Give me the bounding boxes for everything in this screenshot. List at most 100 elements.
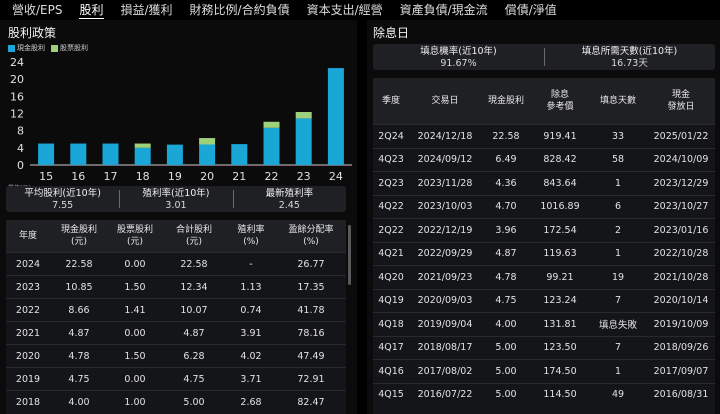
table-cell: 2020/09/03 xyxy=(417,295,473,307)
table-cell: 6 xyxy=(614,201,622,213)
table-cell: 10.85 xyxy=(65,281,93,293)
table-row[interactable]: 4Q21 2022/09/29 4.87 119.63 1 2022/10/28 xyxy=(373,241,715,266)
table-cell: 2.68 xyxy=(240,396,262,408)
table-cell: 58 xyxy=(611,154,625,166)
table-cell: 1.50 xyxy=(124,350,146,362)
table-cell: 4.75 xyxy=(68,373,90,385)
table-row[interactable]: 2018 4.00 1.00 5.00 2.68 82.47 xyxy=(6,390,346,413)
table-cell: 2Q23 xyxy=(378,177,404,189)
table-cell: 919.41 xyxy=(543,130,577,142)
table-cell: 2019/09/04 xyxy=(417,318,473,330)
column-header: 合計股利 (元) xyxy=(175,225,212,247)
table-cell: 17.35 xyxy=(297,281,325,293)
nav-tab[interactable]: 股利 xyxy=(79,2,104,19)
bar-cash-dividend xyxy=(102,143,119,165)
stat-label: 最新殖利率 xyxy=(265,188,314,199)
legend-swatch-stock xyxy=(51,44,58,52)
table-row[interactable]: 4Q18 2019/09/04 4.00 131.81 填息失敗 2019/10/09 xyxy=(373,312,715,336)
table-row[interactable]: 4Q22 2023/10/03 4.70 1016.89 6 2023/10/27 xyxy=(373,194,715,219)
table-cell: 174.50 xyxy=(543,365,577,377)
nav-tab[interactable]: 資產負債/現金流 xyxy=(399,3,488,17)
table-cell: 2018/09/26 xyxy=(653,342,709,354)
table-cell: 4Q15 xyxy=(378,389,404,401)
nav-tab[interactable]: 資本支出/經營 xyxy=(306,3,383,17)
fill-stats-bar: 填息機率(近10年) 91.67% 填息所需天數(近10年) 16.73天 xyxy=(373,44,715,70)
table-cell: 7 xyxy=(614,342,622,354)
table-cell: 1 xyxy=(614,365,622,377)
table-row[interactable]: 2019 4.75 0.00 4.75 3.71 72.91 xyxy=(6,367,346,390)
bar-stock-dividend xyxy=(295,111,312,119)
nav-tab[interactable]: 營收/EPS xyxy=(12,3,63,17)
table-row[interactable]: 2022 8.66 1.41 10.07 0.74 41.78 xyxy=(6,298,346,321)
column-header: 除息 參考價 xyxy=(546,90,574,112)
table-cell: 4Q16 xyxy=(378,365,404,377)
table-cell: 123.50 xyxy=(543,342,577,354)
panel-title: 除息日 xyxy=(373,26,410,40)
table-row[interactable]: 2023 10.85 1.50 12.34 1.13 17.35 xyxy=(6,275,346,298)
dividend-stats-bar: 平均股利(近10年) 7.55 殖利率(近10年) 3.01 最新殖利率 2.4… xyxy=(6,186,346,212)
table-row[interactable]: 4Q23 2024/09/12 6.49 828.42 58 2024/10/09 xyxy=(373,147,715,172)
stat-avg-dividend: 平均股利(近10年) 7.55 xyxy=(6,186,119,212)
x-tick-label: 15 xyxy=(39,170,53,183)
table-cell: 2024 xyxy=(15,258,41,270)
table-cell: 3.91 xyxy=(240,327,262,339)
table-row[interactable]: 4Q17 2018/08/17 5.00 123.50 7 2018/09/26 xyxy=(373,335,715,360)
table-cell: 4.75 xyxy=(495,295,517,307)
x-tick-label: 22 xyxy=(265,170,279,183)
table-cell: 4Q17 xyxy=(378,342,404,354)
table-cell: 6.49 xyxy=(495,154,517,166)
table-row[interactable]: 2021 4.87 0.00 4.87 3.91 78.16 xyxy=(6,321,346,344)
x-tick-label: 16 xyxy=(71,170,85,183)
table-cell: 4.87 xyxy=(183,327,205,339)
table-cell: 22.58 xyxy=(180,258,208,270)
table-row[interactable]: 2Q22 2022/12/19 3.96 172.54 2 2023/01/16 xyxy=(373,218,715,242)
table-row[interactable]: 2Q23 2023/11/28 4.36 843.64 1 2023/12/29 xyxy=(373,171,715,195)
table-cell: 0.00 xyxy=(124,258,146,270)
column-header: 殖利率 (%) xyxy=(237,225,265,247)
table-row[interactable]: 2024 22.58 0.00 22.58 - 26.77 xyxy=(6,252,346,275)
nav-tab[interactable]: 財務比例/合約負債 xyxy=(189,3,290,17)
chart-legend: 現金股利 股票股利 xyxy=(8,43,94,53)
table-cell: 22.58 xyxy=(65,258,93,270)
table-cell: 49 xyxy=(611,389,625,401)
table-cell: - xyxy=(249,258,253,270)
table-row[interactable]: 4Q15 2016/07/22 5.00 114.50 49 2016/08/31 xyxy=(373,382,715,407)
table-cell: 4Q18 xyxy=(378,318,404,330)
scrollbar-thumb[interactable] xyxy=(348,225,351,285)
x-tick-label: 21 xyxy=(232,170,246,183)
table-cell: 0.74 xyxy=(240,304,262,316)
panel-title: 股利政策 xyxy=(8,26,57,40)
table-header: 季度 交易日 現金股利 除息 參考價 填息天數 現金 發放日 xyxy=(373,78,715,124)
stat-value: 7.55 xyxy=(52,200,74,211)
y-tick-label: 20 xyxy=(10,73,24,86)
table-row[interactable]: 4Q19 2020/09/03 4.75 123.24 7 2020/10/14 xyxy=(373,288,715,313)
table-cell: 填息失敗 xyxy=(598,320,637,332)
ex-dividend-table: 季度 交易日 現金股利 除息 參考價 填息天數 現金 發放日 2Q24 2024/12/18 2… xyxy=(373,78,715,414)
table-cell: 4.75 xyxy=(183,373,205,385)
nav-tab[interactable]: 損益/獲利 xyxy=(120,3,173,17)
table-cell: 2019 xyxy=(15,373,41,385)
stat-value: 16.73天 xyxy=(611,58,648,69)
table-row[interactable]: 4Q16 2017/08/02 5.00 174.50 1 2017/09/07 xyxy=(373,359,715,383)
stat-yield-10y: 殖利率(近10年) 3.01 xyxy=(119,186,232,212)
table-cell: 3.96 xyxy=(495,224,517,236)
column-header: 盈餘分配率 (%) xyxy=(288,225,334,247)
bar-stock-dividend xyxy=(263,121,280,128)
table-cell: 4.78 xyxy=(68,350,90,362)
table-cell: 2024/10/09 xyxy=(653,154,709,166)
table-row[interactable]: 2Q24 2024/12/18 22.58 919.41 33 2025/01/22 xyxy=(373,124,715,148)
table-cell: 2022/10/28 xyxy=(653,248,709,260)
table-cell: 8.66 xyxy=(68,304,90,316)
nav-tab[interactable]: 償債/淨值 xyxy=(504,3,557,17)
x-tick-label: 23 xyxy=(297,170,311,183)
ex-dividend-panel: 除息日 填息機率(近10年) 91.67% 填息所需天數(近10年) 16.73… xyxy=(367,20,720,414)
table-row[interactable]: 4Q20 2021/09/23 4.78 99.21 19 2021/10/28 xyxy=(373,265,715,289)
table-cell: 123.24 xyxy=(543,295,577,307)
table-cell: 2022/12/19 xyxy=(417,224,473,236)
table-cell: 2020 xyxy=(15,350,41,362)
table-cell: 2017/09/07 xyxy=(653,365,709,377)
table-cell: 0.00 xyxy=(124,327,146,339)
table-row[interactable]: 2020 4.78 1.50 6.28 4.02 47.49 xyxy=(6,344,346,367)
table-cell: 1 xyxy=(614,248,622,260)
column-header: 年度 xyxy=(18,231,37,241)
